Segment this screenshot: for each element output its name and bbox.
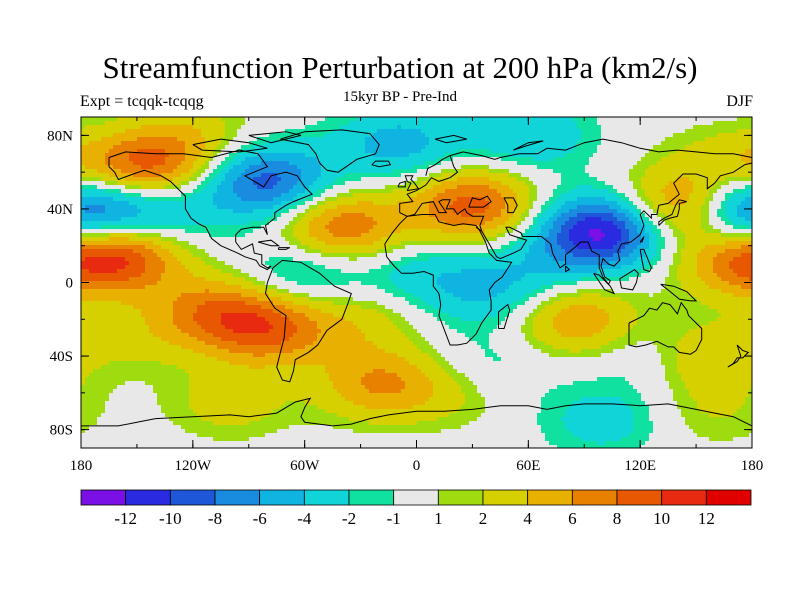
season-label: DJF (726, 93, 753, 110)
colorbar-swatch (80, 489, 127, 506)
colorbar-label: -6 (253, 509, 267, 528)
colorbar-swatch (303, 489, 350, 506)
colorbar-label: -2 (342, 509, 356, 528)
lon-tick-label: 60E (516, 458, 540, 474)
colorbar-swatch (527, 489, 573, 506)
lat-tick-label: 80S (50, 423, 73, 439)
colorbar-label: 12 (698, 509, 715, 528)
colorbar-label: -1 (387, 509, 401, 528)
lat-tick-label: 0 (66, 276, 74, 292)
plot-subtitle: 15kyr BP - Pre-Ind (342, 89, 458, 105)
lat-tick-label: 40N (47, 202, 73, 218)
colorbar-label: 6 (568, 509, 577, 528)
axis-ticks: 80N 40N 0 40S 80S 180 120W 60W 0 60E 120E 180 (47, 117, 763, 474)
lon-tick-label: 120E (624, 458, 656, 474)
colorbar-label: 8 (613, 509, 622, 528)
colorbar-label: 4 (523, 509, 532, 528)
colorbar-swatch (214, 489, 261, 506)
colorbar-swatch (571, 489, 618, 506)
colorbar-label: 10 (653, 509, 670, 528)
colorbar-swatch (661, 489, 707, 506)
lat-tick-label: 80N (47, 128, 73, 144)
colorbar-swatch (393, 489, 439, 506)
colorbar-swatch (348, 489, 395, 506)
colorbar-swatch (616, 489, 663, 506)
coastlines (81, 129, 752, 427)
lon-tick-label: 60W (290, 458, 320, 474)
plot-title: Streamfunction Perturbation at 200 hPa (… (102, 50, 698, 85)
colorbar-swatch (437, 489, 484, 506)
colorbar-label: 2 (479, 509, 488, 528)
colorbar-label: -4 (297, 509, 312, 528)
lon-tick-label: 0 (413, 458, 421, 474)
colorbar-swatch (482, 489, 529, 506)
colorbar-swatch (705, 489, 752, 506)
colorbar-label: -8 (208, 509, 222, 528)
lat-tick-label: 40S (50, 349, 73, 365)
colorbar-swatch (169, 489, 216, 506)
colorbar-label: 1 (434, 509, 443, 528)
colorbar-swatch (259, 489, 305, 506)
colorbar-label: -12 (114, 509, 137, 528)
colorbar-label: -10 (159, 509, 182, 528)
lon-tick-label: 180 (70, 458, 93, 474)
lon-tick-label: 180 (741, 458, 764, 474)
experiment-label: Expt = tcqqk-tcqqg (80, 93, 204, 110)
streamfunction-field (81, 117, 752, 448)
colorbar-swatch (125, 489, 171, 506)
lon-tick-label: 120W (174, 458, 212, 474)
colorbar: -12 -10 -8 -6 -4 -2 -1 1 2 4 6 8 10 12 (80, 489, 752, 528)
